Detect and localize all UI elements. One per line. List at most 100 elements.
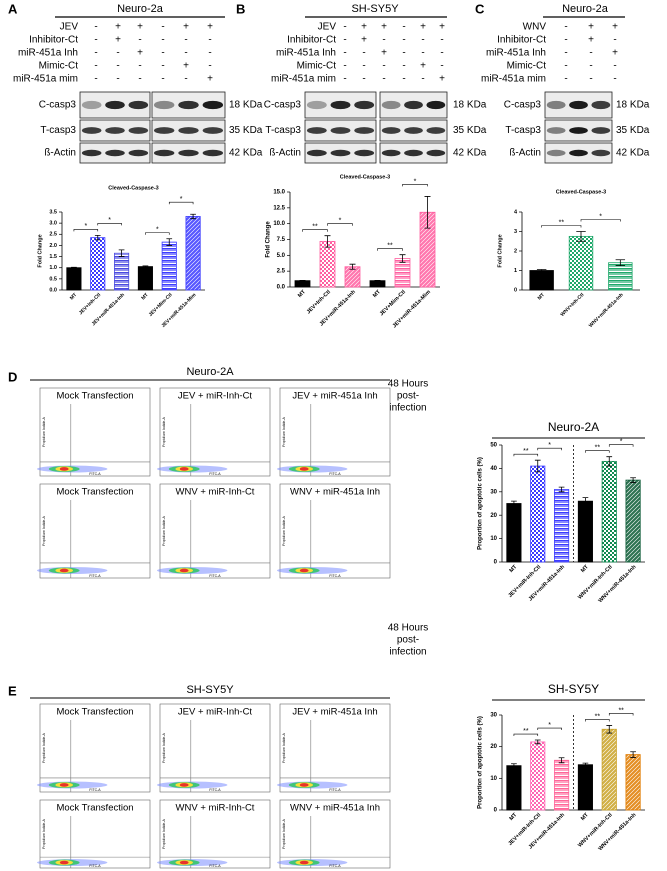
blot-band (381, 127, 401, 134)
blot-band (426, 149, 446, 157)
event-cloud (299, 568, 309, 573)
panel-letter: B (236, 1, 245, 16)
flow-plot-frame (279, 799, 391, 869)
cell-line-header: SH-SY5Y (186, 684, 234, 696)
bar (137, 266, 153, 291)
y-tick-label: 30 (490, 713, 497, 719)
significance-label: ** (312, 224, 318, 231)
blot-band (404, 127, 423, 134)
y-axis-label: Proportion of apoptotic cells (%) (478, 716, 484, 809)
blot-band (178, 149, 199, 157)
error-bar (534, 739, 541, 745)
band-label: C-casp3 (39, 100, 77, 111)
blot-band (128, 149, 149, 157)
condition-mark: - (94, 61, 97, 72)
error-bar (349, 263, 356, 270)
bar (506, 503, 522, 563)
flow-axis-label: Propidium Iodide-A (162, 732, 166, 762)
band-size: 42 KDa (229, 148, 263, 159)
condition-mark: - (421, 74, 424, 85)
significance-bracket (585, 719, 610, 722)
error-bar (582, 497, 589, 506)
condition-label: miR-451a mim (481, 74, 546, 85)
flow-plot-title: JEV + miR-451a Inh (292, 391, 377, 402)
blot-band (591, 149, 611, 157)
condition-label: WNV (523, 22, 547, 33)
flow-axis-label: Propidium Iodide-A (162, 515, 166, 545)
y-tick-label: 2.5 (277, 269, 286, 275)
panel-letter: A (8, 1, 18, 16)
blot-band (381, 100, 401, 110)
flow-axis-label: FITC-A (89, 864, 101, 868)
band-size: 42 KDa (616, 148, 650, 159)
condition-label: JEV (318, 22, 337, 33)
x-tick-label: MT (537, 292, 546, 301)
condition-mark: - (421, 35, 424, 46)
band-size: 42 KDa (453, 148, 487, 159)
error-bar (615, 259, 626, 267)
x-tick-label: MT (508, 564, 518, 574)
blot-band (569, 149, 588, 157)
blot-band (81, 127, 102, 134)
condition-mark: + (115, 22, 121, 33)
condition-mark: + (183, 61, 189, 72)
blot-band (105, 149, 125, 157)
y-axis-label: Fold Change (37, 234, 43, 267)
condition-mark: - (94, 74, 97, 85)
blot-band (591, 127, 611, 134)
band-label: T-casp3 (40, 125, 76, 136)
blot-band (202, 127, 224, 134)
event-cloud (59, 568, 69, 573)
error-bar (558, 757, 565, 764)
panel-letter: E (8, 683, 17, 698)
band-size: 35 KDa (453, 125, 487, 136)
x-tick-label: MT (140, 292, 149, 301)
error-bar (324, 235, 331, 248)
cell-line-header: Neuro-2a (562, 3, 609, 15)
band-label: T-casp3 (265, 125, 301, 136)
error-bar (142, 265, 149, 268)
condition-mark: + (207, 22, 213, 33)
condition-mark: - (402, 35, 405, 46)
condition-mark: + (420, 61, 426, 72)
flow-plot-title: Mock Transfection (56, 803, 133, 814)
condition-mark: + (207, 74, 213, 85)
flow-axis-label: FITC-A (209, 864, 221, 868)
error-bar (511, 763, 517, 768)
timepoint-note: infection (389, 647, 426, 658)
flow-plot-frame (39, 387, 151, 477)
y-tick-label: 15.0 (273, 190, 285, 196)
y-axis-label: Fold Change (497, 234, 503, 267)
cell-line-header: Neuro-2a (117, 3, 164, 15)
bar (601, 728, 617, 811)
blot-band (128, 127, 149, 134)
flow-plot-frame (279, 703, 391, 793)
condition-mark: - (208, 48, 211, 59)
error-bar (606, 456, 613, 467)
condition-mark: - (421, 48, 424, 59)
x-tick-label: MT (508, 812, 518, 822)
event-cloud (59, 860, 69, 865)
panel-letter: D (8, 369, 17, 384)
error-bar (630, 751, 636, 758)
y-tick-label: 2.5 (49, 232, 57, 238)
x-tick-label: MT (580, 812, 590, 822)
error-bar (374, 279, 381, 282)
bar (161, 241, 177, 291)
flow-axis-label: Propidium Iodide-A (42, 818, 46, 848)
blot-band (426, 100, 446, 110)
significance-bracket (608, 444, 634, 447)
bar (506, 765, 522, 811)
condition-mark: - (116, 61, 119, 72)
blot-band (426, 127, 446, 134)
bar (577, 764, 593, 811)
error-bar (71, 266, 77, 269)
significance-bracket (377, 248, 403, 251)
bar (114, 252, 130, 291)
condition-mark: - (116, 48, 119, 59)
cell-line-header: SH-SY5Y (351, 3, 399, 15)
blot-band (202, 100, 224, 110)
significance-label: * (620, 439, 623, 446)
significance-bracket (580, 219, 621, 222)
